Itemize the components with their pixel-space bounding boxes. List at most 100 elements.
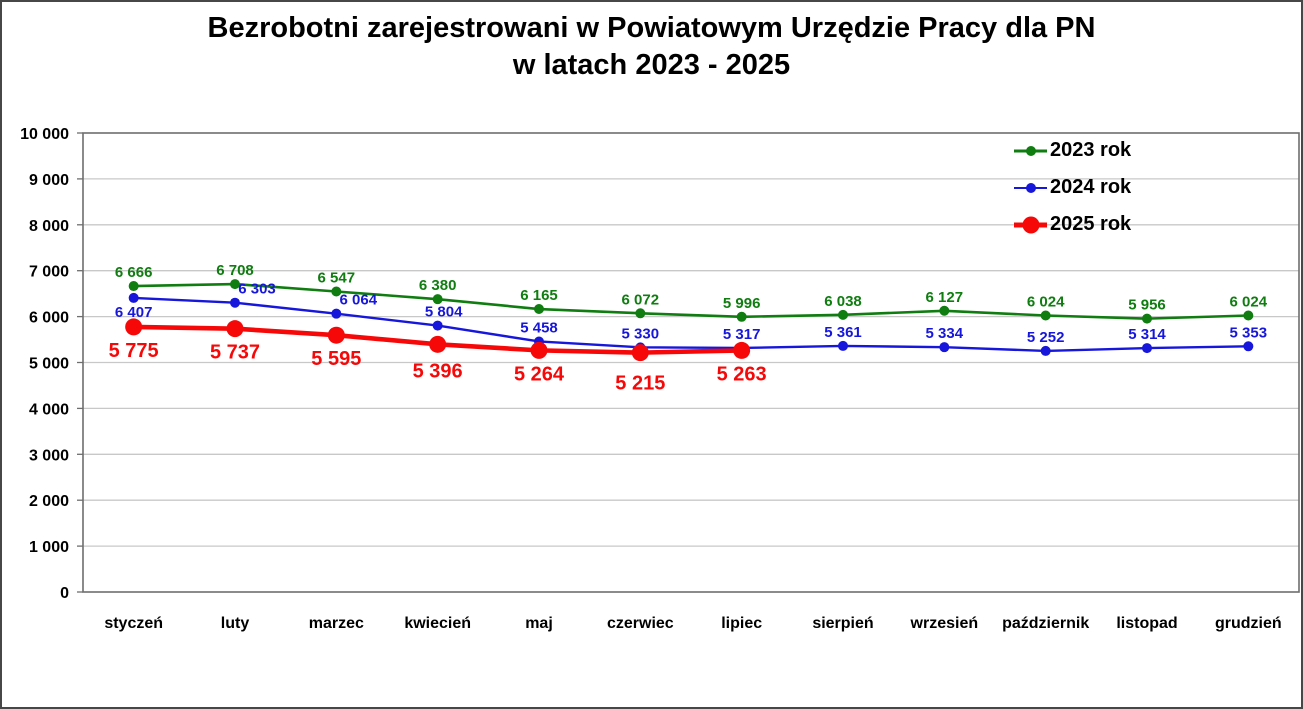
series-2023-data-point (331, 286, 342, 297)
x-axis-label: październik (1002, 615, 1089, 632)
series-2024-data-point (838, 340, 848, 351)
series-2023-data-point (534, 304, 544, 315)
x-axis-label: marzec (309, 615, 364, 632)
line-dot-marker-icon (1014, 215, 1047, 235)
y-axis-label: 8 000 (29, 218, 69, 235)
chart-title: Bezrobotni zarejestrowani w Powiatowym U… (2, 10, 1301, 84)
series-2023-data-label: 6 165 (520, 287, 558, 304)
series-2023-data-label: 5 996 (723, 295, 761, 312)
y-axis-label: 9 000 (29, 172, 69, 189)
y-axis-label: 6 000 (29, 310, 69, 327)
series-2023-line (133, 282, 1249, 320)
series-2023-data-point (230, 279, 240, 290)
series-2024-data-label: 5 314 (1128, 326, 1166, 343)
series-2024-data-label: 5 252 (1027, 329, 1065, 346)
x-axis-label: listopad (1116, 615, 1177, 632)
series-2023-data-label: 6 666 (115, 264, 153, 281)
x-axis-label: maj (525, 615, 553, 632)
series-2025-data-label: 5 396 (413, 360, 463, 382)
y-axis-label: 3 000 (29, 447, 69, 464)
series-2023-data-point (736, 311, 747, 322)
legend: 2023 rok 2024 rok 2025 rok (1014, 132, 1131, 243)
series-2024-data-label: 5 804 (425, 304, 463, 321)
series-2025-data-point (631, 344, 649, 362)
x-axis-label: grudzień (1215, 615, 1282, 632)
series-2025-data-point (429, 335, 447, 353)
series-2023-data-label: 6 072 (622, 291, 660, 308)
legend-dot-swatch (1025, 145, 1036, 156)
series-2025-data-point (226, 320, 244, 338)
series-2023-data-point (1142, 313, 1152, 324)
series-2024-data-label: 6 407 (115, 304, 153, 321)
x-axis-label: wrzesień (910, 615, 979, 632)
series-2024-data-point (1040, 345, 1051, 356)
legend-label-2023: 2023 rok (1050, 139, 1132, 161)
series-2023-data-label: 6 024 (1027, 293, 1065, 310)
series-2024-data-point (1142, 343, 1152, 354)
line-dot-marker-icon (1014, 141, 1047, 161)
y-axis-label: 10 000 (20, 126, 69, 143)
y-axis-label: 2 000 (29, 493, 69, 510)
chart-title-line2: w latach 2023 - 2025 (512, 49, 791, 81)
series-2024-data-label: 6 303 (238, 281, 276, 298)
series-2024-data-point (230, 297, 240, 308)
series-2023-data-point (939, 305, 950, 316)
series-2024-data-label: 6 064 (340, 292, 378, 309)
chart-title-line1: Bezrobotni zarejestrowani w Powiatowym U… (207, 12, 1096, 44)
series-2023-data-label: 6 708 (216, 262, 254, 279)
legend-label-2024: 2024 rok (1050, 176, 1132, 198)
series-2024-data-label: 5 317 (723, 326, 761, 343)
y-axis-label: 7 000 (29, 264, 69, 281)
series-2023-data-point (838, 309, 848, 320)
line-dot-marker-icon (1014, 178, 1047, 198)
series-2024-data-point (432, 320, 443, 331)
series-2024-line (133, 296, 1249, 353)
series-2025-data-label: 5 263 (717, 363, 767, 385)
series-2025-data-point (327, 326, 345, 344)
y-axis-label: 5 000 (29, 356, 69, 373)
x-axis-label: luty (221, 615, 250, 632)
series-2024-data-label: 5 330 (622, 325, 660, 342)
series-2023-data-label: 6 127 (926, 289, 964, 306)
legend-item-2023: 2023 rok (1014, 132, 1131, 169)
series-2023-data-point (1040, 310, 1051, 321)
series-2025-data-point (530, 341, 548, 359)
series-2023-data-label: 5 956 (1128, 297, 1166, 314)
legend-dot-swatch (1022, 216, 1039, 233)
series-2025-data-label: 5 264 (514, 363, 565, 385)
series-2025-data-label: 5 737 (210, 342, 260, 364)
series-2024-data-label: 5 353 (1230, 324, 1268, 341)
x-axis-label: sierpień (812, 615, 873, 632)
series-2024-data-label: 5 361 (824, 324, 862, 341)
y-axis-label: 4 000 (29, 401, 69, 418)
legend-dot-swatch (1025, 182, 1036, 193)
series-2025-data-point (733, 341, 751, 359)
series-2025-data-label: 5 595 (311, 348, 361, 370)
series-2025-data-point (125, 318, 143, 336)
x-axis-label: styczeń (104, 615, 163, 632)
series-2024-data-point (939, 342, 950, 353)
x-axis-label: lipiec (721, 615, 762, 632)
plot-border (82, 132, 1300, 593)
x-axis-label: czerwiec (607, 615, 674, 632)
legend-item-2024: 2024 rok (1014, 169, 1131, 206)
y-axis-label: 1 000 (29, 539, 69, 556)
x-axis-label: kwiecień (404, 615, 471, 632)
series-2024-data-point (128, 292, 139, 303)
y-axis-label: 0 (60, 585, 69, 602)
series-2024-data-point (1243, 341, 1254, 352)
series-2024-data-label: 5 334 (926, 325, 964, 342)
series-2023-data-label: 6 547 (318, 269, 356, 286)
legend-item-2025: 2025 rok (1014, 206, 1131, 243)
series-2023-data-label: 6 380 (419, 277, 457, 294)
series-2023-data-point (635, 308, 646, 319)
series-2023-data-label: 6 038 (824, 293, 862, 310)
series-2023-data-point (1243, 310, 1254, 321)
series-2023-data-point (432, 294, 443, 305)
series-2023-data-point (128, 281, 139, 292)
series-2025-data-label: 5 775 (109, 340, 159, 362)
legend-label-2025: 2025 rok (1050, 213, 1132, 235)
series-2023-data-label: 6 024 (1230, 293, 1268, 310)
